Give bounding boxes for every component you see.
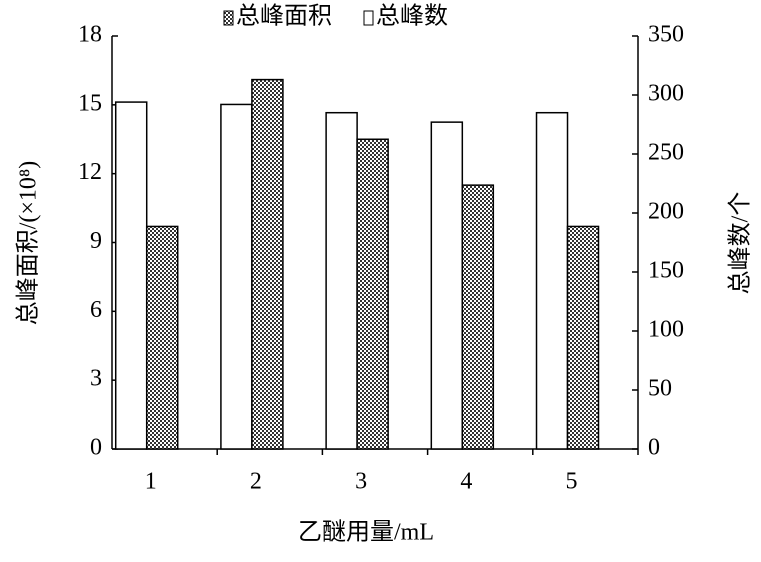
legend-swatch	[363, 10, 374, 26]
y2-tick-label: 250	[648, 140, 684, 166]
y-tick-label: 0	[90, 435, 102, 461]
bar	[251, 78, 284, 450]
x-tick-label: 4	[460, 469, 472, 495]
y-tick-label: 18	[78, 22, 102, 48]
bar	[430, 121, 464, 450]
x-tick-label: 1	[145, 469, 157, 495]
y2-tick-label: 50	[648, 376, 672, 402]
x-axis-label: 乙醚用量/mL	[298, 519, 434, 546]
bar	[114, 101, 148, 450]
legend-label: 总峰面积	[236, 3, 332, 30]
y2-tick-label: 200	[648, 199, 684, 225]
bar	[220, 103, 253, 450]
bar	[145, 225, 179, 450]
x-tick-label: 3	[355, 469, 367, 495]
legend-swatch	[223, 10, 234, 26]
bar	[325, 111, 358, 450]
y2-tick-label: 350	[648, 22, 684, 48]
y2-tick-label: 100	[648, 317, 684, 343]
y-tick-label: 6	[90, 297, 102, 323]
y-tick-label: 15	[78, 90, 102, 116]
bar	[356, 138, 389, 450]
x-tick-label: 2	[250, 469, 262, 495]
y2-tick-label: 0	[648, 435, 660, 461]
y2-tick-label: 150	[648, 258, 684, 284]
y-tick-label: 3	[90, 366, 102, 392]
y2-tick-label: 300	[648, 81, 684, 107]
legend-label: 总峰数	[376, 3, 448, 30]
x-tick-label: 5	[566, 469, 578, 495]
y-axis-label: 总峰面积/(×10⁸)	[15, 161, 42, 326]
y2-axis-label: 总峰数/个	[727, 192, 754, 295]
y-tick-label: 12	[78, 159, 102, 185]
bar	[566, 225, 600, 450]
bar	[535, 111, 569, 450]
y-tick-label: 9	[90, 228, 102, 254]
bar	[461, 184, 495, 450]
